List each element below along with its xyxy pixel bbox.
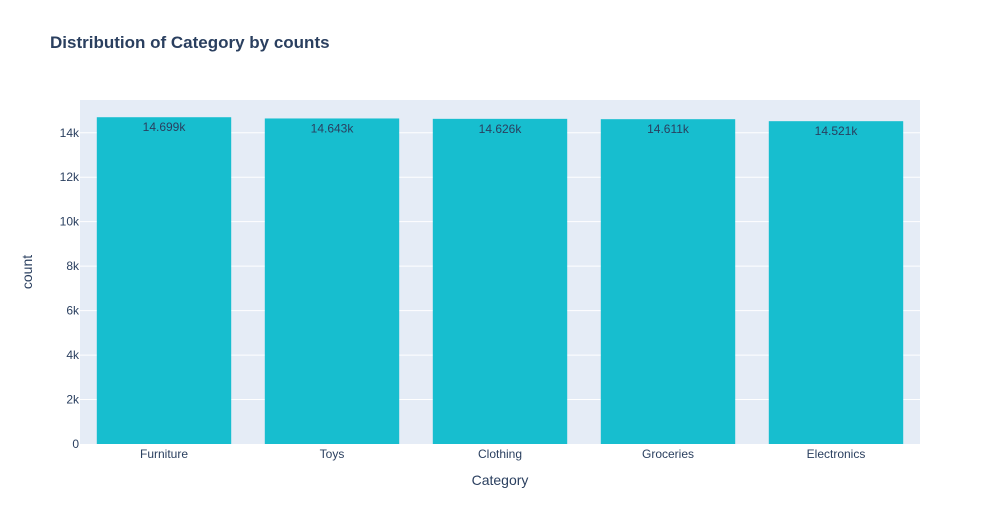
bar-toys[interactable] [264,118,400,444]
y-tick-label: 14k [60,126,80,140]
bar-value-label: 14.521k [815,124,859,138]
chart-title: Distribution of Category by counts [50,33,330,52]
x-tick-label: Groceries [642,447,694,461]
x-tick-label: Toys [320,447,345,461]
y-tick-label: 10k [60,215,80,229]
x-tick-label: Furniture [140,447,188,461]
bar-electronics[interactable] [768,121,904,444]
y-axis-title: count [19,255,35,289]
y-tick-label: 0 [72,437,79,451]
y-tick-label: 8k [66,259,80,273]
bars [96,117,904,444]
bar-furniture[interactable] [96,117,232,444]
x-tick-label: Electronics [807,447,866,461]
y-axis-ticks: 0 2k 4k 6k 8k 10k 12k 14k [60,126,80,451]
bar-groceries[interactable] [600,119,736,444]
data-labels: 14.699k 14.643k 14.626k 14.611k 14.521k [143,120,859,138]
x-axis-title: Category [472,472,529,488]
bar-value-label: 14.699k [143,120,187,134]
y-tick-label: 2k [66,393,80,407]
x-tick-label: Clothing [478,447,522,461]
bar-clothing[interactable] [432,118,568,444]
x-axis-ticks: Furniture Toys Clothing Groceries Electronic… [140,447,865,461]
bar-value-label: 14.626k [479,122,523,136]
bar-value-label: 14.611k [647,122,690,136]
y-tick-label: 4k [66,348,80,362]
y-tick-label: 6k [66,304,80,318]
bar-value-label: 14.643k [311,121,355,135]
y-tick-label: 12k [60,170,80,184]
